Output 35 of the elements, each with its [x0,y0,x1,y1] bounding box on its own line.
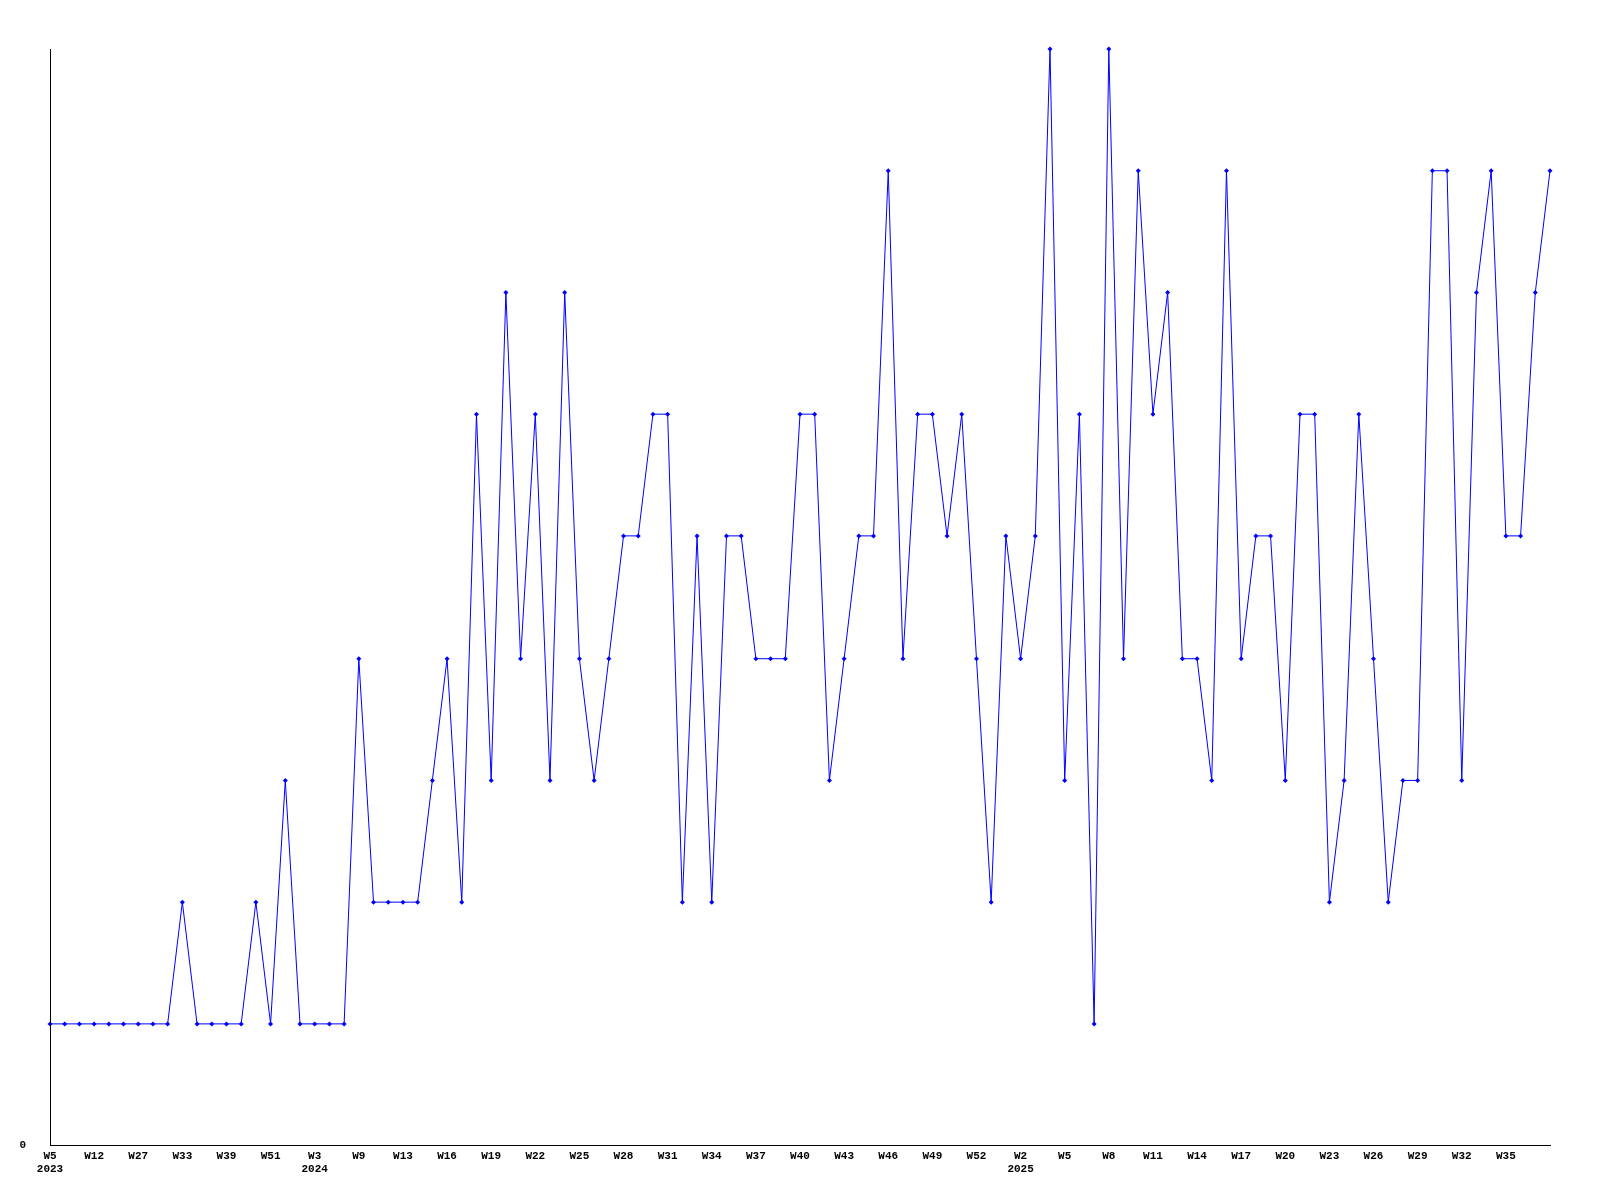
x-tick-label: W20 [1275,1149,1296,1162]
x-tick-label: W22 [525,1149,546,1162]
x-tick-label: W52 [966,1149,987,1162]
x-tick-label: W27 [128,1149,149,1162]
x-tick-label: W11 [1143,1149,1164,1162]
x-tick-label: W23 [1319,1149,1340,1162]
x-tick-label: W40 [790,1149,810,1162]
x-tick-label: W14 [1187,1149,1208,1162]
x-tick-label: W39 [216,1149,237,1162]
x-tick-label: W28 [613,1149,634,1162]
x-tick-label: W5 2023 [36,1149,64,1176]
text: 0 [19,1139,26,1152]
x-tick-label: W5 [1058,1149,1072,1162]
x-tick-label: W37 [745,1149,766,1162]
x-tick-label: W51 [260,1149,281,1162]
x-tick-label: W13 [393,1149,414,1162]
x-tick-label: W2 2025 [1007,1149,1035,1176]
x-tick-label: W9 [352,1149,366,1162]
x-tick-label: W12 [84,1149,105,1162]
x-tick-label: W16 [437,1149,457,1162]
x-tick-label: W17 [1231,1149,1252,1162]
x-tick-label: W49 [922,1149,943,1162]
x-tick-label: W43 [834,1149,855,1162]
x-tick-label: W3 2024 [301,1149,329,1176]
x-tick-label: W8 [1102,1149,1116,1162]
x-tick-label: W32 [1451,1149,1472,1162]
x-tick-label: W35 [1495,1149,1517,1162]
x-tick-label: W34 [701,1149,723,1162]
x-tick-label: W19 [481,1149,502,1162]
x-tick-label: W33 [172,1149,193,1162]
x-tick-label: W46 [878,1149,899,1162]
x-tick-label: W29 [1407,1149,1428,1162]
x-tick-label: W26 [1363,1149,1384,1162]
x-tick-label: W31 [657,1149,678,1162]
x-tick-label: W25 [569,1149,590,1162]
